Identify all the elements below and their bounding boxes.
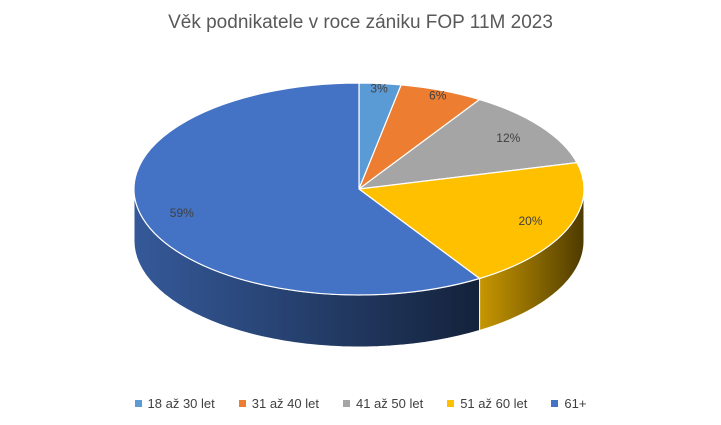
legend-label: 51 až 60 let <box>460 396 528 411</box>
pie-slice-61+ <box>133 82 481 296</box>
legend-swatch <box>342 400 350 407</box>
legend-item: 41 až 50 let <box>342 396 424 411</box>
pie-slice-41-až-50-let <box>356 98 578 190</box>
legend-swatch <box>551 400 559 407</box>
legend-swatch <box>238 400 246 407</box>
slice-label: 59% <box>170 206 194 220</box>
slice-label: 20% <box>518 214 542 228</box>
pie-labels: 3% 6% 12% 20% 59% <box>170 82 543 228</box>
legend-label: 31 až 40 let <box>251 396 319 411</box>
legend-swatch <box>134 400 142 407</box>
legend-label: 41 až 50 let <box>355 396 424 411</box>
slice-label: 12% <box>496 131 520 145</box>
legend: 18 až 30 let 31 až 40 let 41 až 50 let 51 a… <box>0 396 721 411</box>
legend-label: 61+ <box>564 396 587 411</box>
pie-tops <box>133 82 585 296</box>
slice-label: 3% <box>370 82 388 96</box>
chart-title: Věk podnikatele v roce zániku FOP 11M 20… <box>168 12 553 33</box>
legend-item: 31 až 40 let <box>238 396 319 411</box>
legend-item: 61+ <box>551 396 586 411</box>
legend-item: 18 až 30 let <box>134 396 215 411</box>
slice-label: 6% <box>429 88 447 102</box>
legend-item: 51 až 60 let <box>447 396 527 411</box>
legend-swatch <box>447 400 455 407</box>
pie-slice-51-až-60-let <box>357 161 585 280</box>
legend-label: 18 až 30 let <box>147 396 215 411</box>
